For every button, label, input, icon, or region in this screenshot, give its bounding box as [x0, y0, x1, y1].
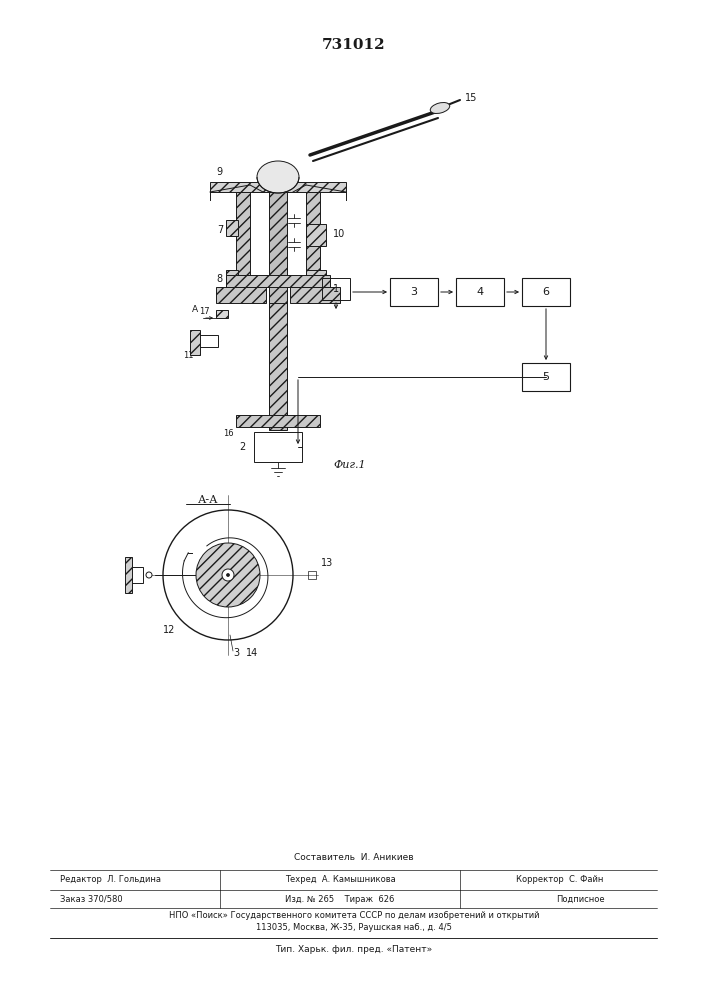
Bar [269, 303, 287, 415]
Bar [390, 278, 438, 306]
Circle shape [146, 572, 152, 578]
Bar [322, 278, 350, 300]
Bar [254, 432, 302, 462]
Text: Редактор  Л. Гольдина: Редактор Л. Гольдина [60, 876, 161, 884]
Bar [198, 335, 218, 347]
Text: 13: 13 [321, 558, 333, 568]
Bar [125, 557, 132, 593]
Text: 14: 14 [246, 648, 258, 658]
Text: 12: 12 [163, 625, 175, 635]
Bar [190, 330, 200, 355]
Bar [216, 310, 228, 318]
Bar [306, 192, 320, 275]
Text: 11: 11 [184, 351, 194, 360]
Text: 8: 8 [217, 274, 223, 284]
Text: 3: 3 [233, 648, 239, 658]
Bar [456, 278, 504, 306]
Text: Техред  А. Камышникова: Техред А. Камышникова [285, 876, 395, 884]
Bar [226, 220, 238, 236]
Bar [131, 567, 143, 583]
Text: 731012: 731012 [322, 38, 386, 52]
Text: 6: 6 [542, 287, 549, 297]
Text: А-А: А-А [198, 495, 218, 505]
Bar [269, 192, 287, 430]
Text: Изд. № 265    Тираж  626: Изд. № 265 Тираж 626 [286, 894, 395, 904]
Text: Фиг.1: Фиг.1 [334, 460, 366, 470]
Text: 113035, Москва, Ж-35, Раушская наб., д. 4/5: 113035, Москва, Ж-35, Раушская наб., д. … [256, 924, 452, 932]
Bar [216, 287, 266, 303]
Text: НПО «Поиск» Государственного комитета СССР по делам изобретений и открытий: НПО «Поиск» Государственного комитета СС… [169, 910, 539, 920]
Text: Подписное: Подписное [556, 894, 604, 904]
Bar [522, 278, 570, 306]
Text: 15: 15 [465, 93, 477, 103]
Bar [210, 182, 346, 192]
Ellipse shape [431, 103, 450, 113]
Text: 10: 10 [333, 229, 345, 239]
Bar [306, 270, 326, 290]
Bar [236, 415, 320, 427]
Circle shape [196, 543, 260, 607]
Text: 4: 4 [477, 287, 484, 297]
Text: 16: 16 [223, 429, 233, 438]
Text: Составитель  И. Аникиев: Составитель И. Аникиев [294, 854, 414, 862]
Text: 1: 1 [333, 284, 339, 294]
Text: 5: 5 [542, 372, 549, 382]
Text: 3: 3 [411, 287, 418, 297]
Text: 17: 17 [199, 307, 210, 316]
Bar [306, 224, 326, 246]
Text: Заказ 370/580: Заказ 370/580 [60, 894, 122, 904]
Bar [226, 275, 330, 287]
Text: Корректор  С. Файн: Корректор С. Файн [516, 876, 604, 884]
Circle shape [222, 569, 234, 581]
Bar [308, 571, 316, 579]
Text: А: А [192, 305, 198, 314]
Ellipse shape [257, 161, 299, 193]
Circle shape [226, 574, 230, 576]
Text: 7: 7 [217, 225, 223, 235]
Text: Тип. Харьк. фил. пред. «Патент»: Тип. Харьк. фил. пред. «Патент» [275, 944, 433, 954]
Text: 2: 2 [240, 442, 246, 452]
Bar [236, 192, 250, 275]
Text: 9: 9 [217, 167, 223, 177]
Bar [522, 363, 570, 391]
Bar [226, 270, 238, 288]
Bar [290, 287, 340, 303]
